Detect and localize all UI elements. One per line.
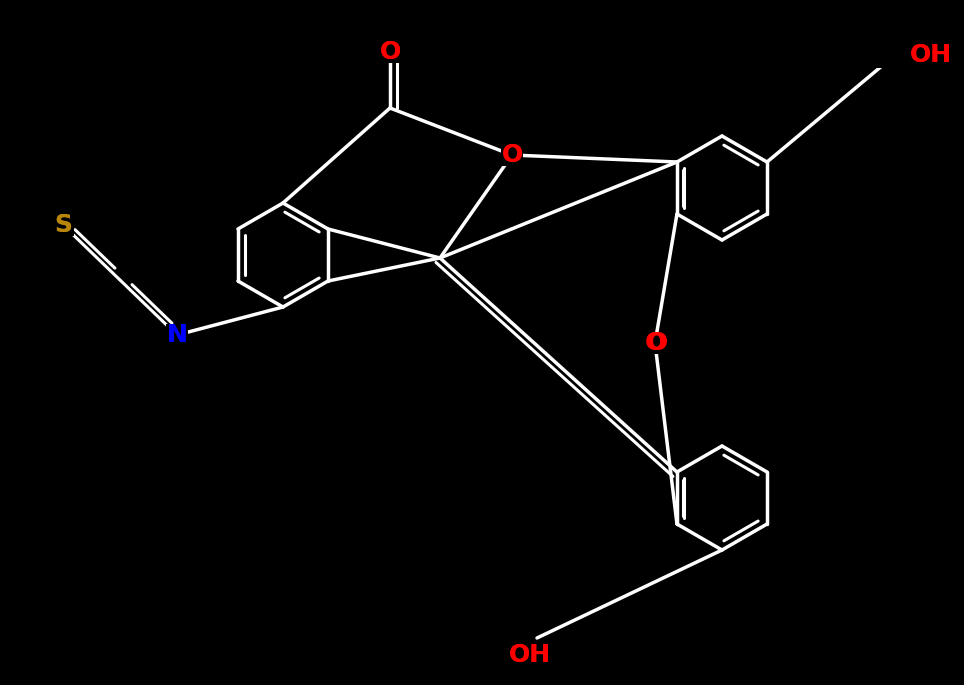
Text: OH: OH	[910, 43, 952, 67]
Text: OH: OH	[910, 43, 952, 67]
Text: O: O	[647, 331, 668, 355]
FancyBboxPatch shape	[644, 332, 666, 354]
FancyBboxPatch shape	[872, 42, 927, 68]
Text: O: O	[501, 143, 522, 167]
Text: S: S	[54, 213, 72, 237]
Text: O: O	[380, 40, 401, 64]
FancyBboxPatch shape	[166, 324, 188, 346]
Text: OH: OH	[509, 643, 551, 667]
Text: O: O	[501, 143, 522, 167]
FancyBboxPatch shape	[379, 41, 401, 63]
FancyBboxPatch shape	[501, 144, 523, 166]
Text: O: O	[644, 331, 665, 355]
Text: N: N	[167, 323, 187, 347]
Text: N: N	[167, 323, 187, 347]
FancyBboxPatch shape	[502, 643, 557, 667]
Text: S: S	[54, 213, 72, 237]
Text: OH: OH	[509, 643, 551, 667]
Text: O: O	[380, 40, 401, 64]
FancyBboxPatch shape	[52, 214, 74, 236]
